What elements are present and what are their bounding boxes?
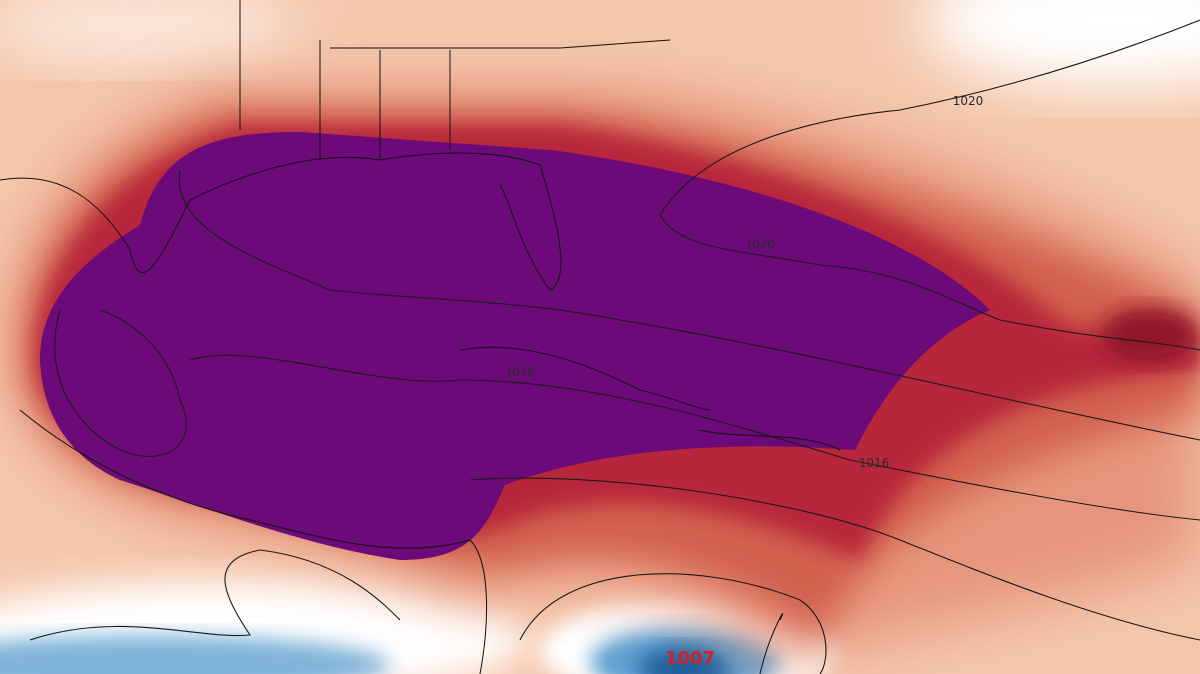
isobar-label: 1016 (859, 456, 890, 470)
isobar-label: 1020 (745, 237, 776, 251)
isobar (659, 19, 1200, 216)
purple-core (40, 132, 990, 560)
isobar (189, 354, 1200, 521)
blue-area (0, 635, 390, 674)
isobar (54, 309, 187, 457)
isobar (178, 169, 1200, 441)
high-white (920, 0, 1200, 90)
coastline (0, 152, 562, 291)
isobar-label: 1020 (953, 94, 984, 108)
blue-core (640, 646, 730, 674)
isobar-label: 1016 (505, 365, 536, 379)
isobar (659, 214, 1200, 351)
coastline (19, 409, 784, 674)
light-area (0, 0, 300, 65)
low-pressure-label: 1007 (665, 648, 715, 669)
isobar (469, 477, 1200, 641)
band-4 (1100, 307, 1200, 363)
isobar (29, 549, 401, 641)
state-borders (239, 0, 671, 160)
isobar (519, 573, 827, 674)
